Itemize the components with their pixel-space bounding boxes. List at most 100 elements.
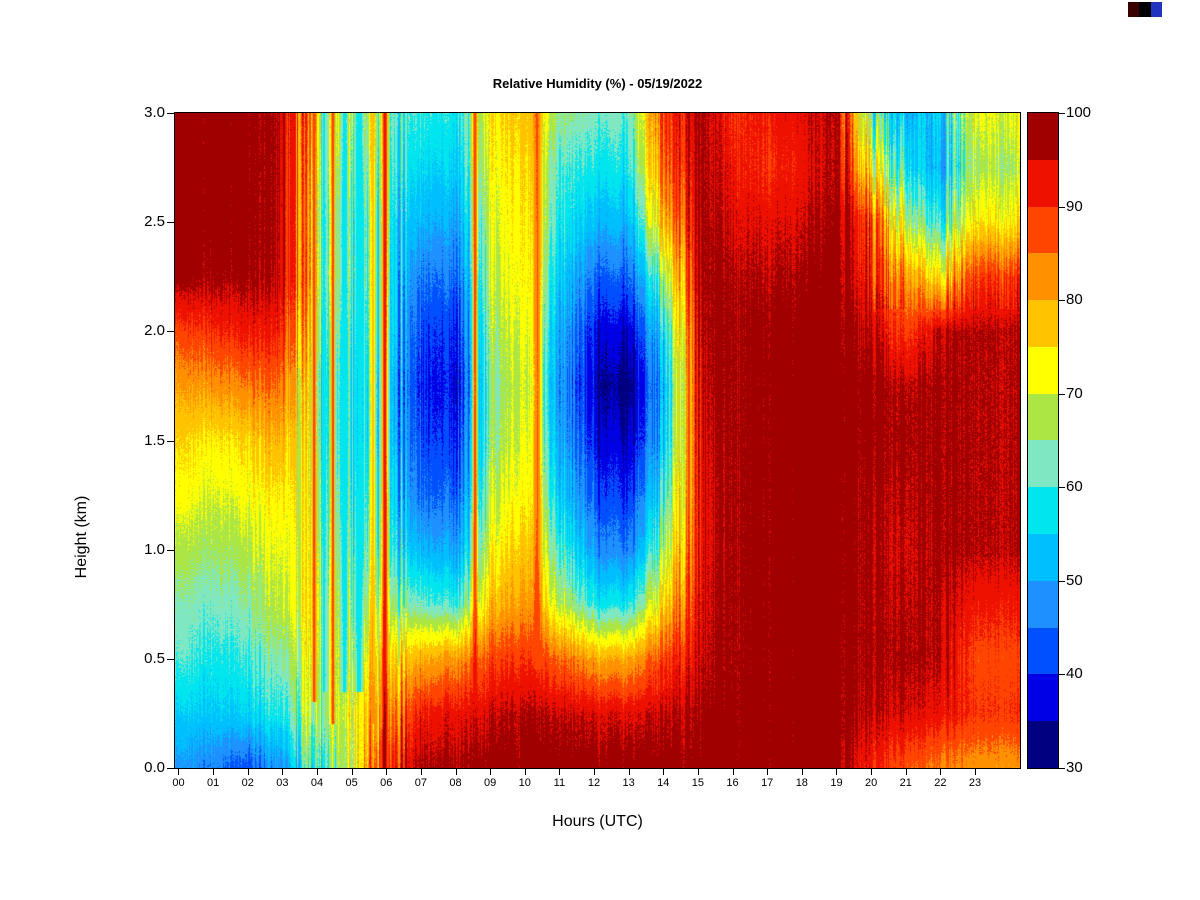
x-tick xyxy=(871,768,873,775)
heatmap-canvas xyxy=(175,113,1020,768)
x-tick xyxy=(351,768,353,775)
x-tick xyxy=(663,768,665,775)
y-tick-label: 2.5 xyxy=(144,213,165,231)
colorbar-band xyxy=(1028,487,1058,535)
colorbar-band xyxy=(1028,206,1058,254)
x-tick-label: 14 xyxy=(657,777,670,789)
x-tick-label: 07 xyxy=(414,777,427,789)
x-tick-label: 20 xyxy=(864,777,878,789)
y-tick-label: 1.0 xyxy=(144,540,165,558)
colorbar-tick-label: 40 xyxy=(1066,665,1083,683)
y-axis-label: Height (km) xyxy=(73,495,90,579)
colorbar-tick xyxy=(1058,674,1065,676)
y-tick xyxy=(167,768,174,769)
corner-slice xyxy=(1128,2,1140,17)
x-tick-label: 16 xyxy=(726,777,739,789)
chart-title: Relative Humidity (%) - 05/19/2022 xyxy=(492,76,703,91)
colorbar-tick xyxy=(1058,206,1065,208)
colorbar-band xyxy=(1028,300,1058,347)
x-tick xyxy=(559,768,561,775)
x-tick-label: 12 xyxy=(587,777,601,789)
colorbar-tick-label: 90 xyxy=(1066,197,1083,215)
x-tick xyxy=(490,768,492,775)
x-tick-label: 11 xyxy=(553,777,566,789)
y-tick-label: 1.5 xyxy=(144,431,165,449)
x-tick-label: 01 xyxy=(206,777,220,789)
y-tick-label: 2.0 xyxy=(144,322,165,340)
colorbar-tick-label: 100 xyxy=(1066,104,1092,121)
x-tick xyxy=(316,768,318,775)
x-tick-label: 04 xyxy=(310,777,324,789)
x-tick-label: 00 xyxy=(172,777,185,789)
x-tick xyxy=(213,768,215,775)
colorbar-tick-label: 80 xyxy=(1066,291,1083,309)
colorbar-tick xyxy=(1058,300,1065,302)
colorbar-band xyxy=(1028,440,1058,488)
colorbar-band xyxy=(1028,674,1058,722)
x-tick xyxy=(940,768,942,775)
colorbar-band xyxy=(1028,113,1058,160)
colorbar-band xyxy=(1028,253,1058,301)
x-tick-label: 17 xyxy=(761,777,774,789)
x-tick xyxy=(836,768,838,775)
y-tick xyxy=(167,658,174,660)
colorbar-tick xyxy=(1058,113,1065,114)
x-tick-label: 18 xyxy=(795,777,808,789)
x-tick-label: 15 xyxy=(691,777,705,789)
x-tick xyxy=(455,768,457,775)
colorbar-tick-label: 70 xyxy=(1066,384,1083,402)
x-tick-label: 21 xyxy=(899,777,912,789)
colorbar-band xyxy=(1028,346,1058,394)
colorbar-band xyxy=(1028,534,1058,581)
corner-artifact xyxy=(1128,2,1162,17)
colorbar-band xyxy=(1028,393,1058,441)
colorbar-band xyxy=(1028,721,1058,768)
corner-slice xyxy=(1139,2,1151,17)
colorbar-tick xyxy=(1058,487,1065,489)
x-tick xyxy=(974,768,976,775)
x-tick xyxy=(905,768,907,775)
x-tick xyxy=(386,768,388,775)
y-tick-label: 3.0 xyxy=(144,104,165,121)
x-tick xyxy=(524,768,526,775)
x-tick xyxy=(282,768,284,775)
x-tick-label: 02 xyxy=(241,777,254,789)
corner-slice xyxy=(1150,2,1162,17)
x-tick-label: 13 xyxy=(622,777,635,789)
y-tick xyxy=(167,331,174,333)
x-tick-label: 09 xyxy=(484,777,497,789)
x-tick-label: 06 xyxy=(380,777,393,789)
x-axis-label: Hours (UTC) xyxy=(552,813,643,830)
x-tick-label: 10 xyxy=(518,777,531,789)
colorbar-tick-label: 50 xyxy=(1066,571,1083,589)
x-tick xyxy=(801,768,803,775)
colorbar-band xyxy=(1028,580,1058,628)
y-tick-label: 0.5 xyxy=(144,649,165,667)
x-tick xyxy=(594,768,596,775)
colorbar-band xyxy=(1028,627,1058,675)
x-tick-label: 05 xyxy=(345,777,358,789)
colorbar-tick xyxy=(1058,393,1065,395)
x-tick-label: 22 xyxy=(934,777,947,789)
y-tick xyxy=(167,222,174,224)
x-tick-label: 03 xyxy=(276,777,289,789)
x-tick xyxy=(697,768,699,775)
x-tick xyxy=(420,768,422,775)
y-tick xyxy=(167,440,174,442)
x-tick xyxy=(732,768,734,775)
colorbar-tick xyxy=(1058,580,1065,582)
colorbar-tick-label: 30 xyxy=(1066,759,1083,776)
colorbar xyxy=(1028,113,1058,768)
y-tick xyxy=(167,113,174,114)
x-tick-label: 08 xyxy=(449,777,462,789)
x-tick-label: 23 xyxy=(968,777,982,789)
y-tick xyxy=(167,549,174,551)
colorbar-tick-label: 60 xyxy=(1066,478,1083,496)
colorbar-band xyxy=(1028,159,1058,207)
x-tick xyxy=(247,768,249,775)
x-tick xyxy=(178,768,180,775)
colorbar-tick xyxy=(1058,768,1065,769)
x-tick-label: 19 xyxy=(830,777,843,789)
x-tick xyxy=(628,768,630,775)
